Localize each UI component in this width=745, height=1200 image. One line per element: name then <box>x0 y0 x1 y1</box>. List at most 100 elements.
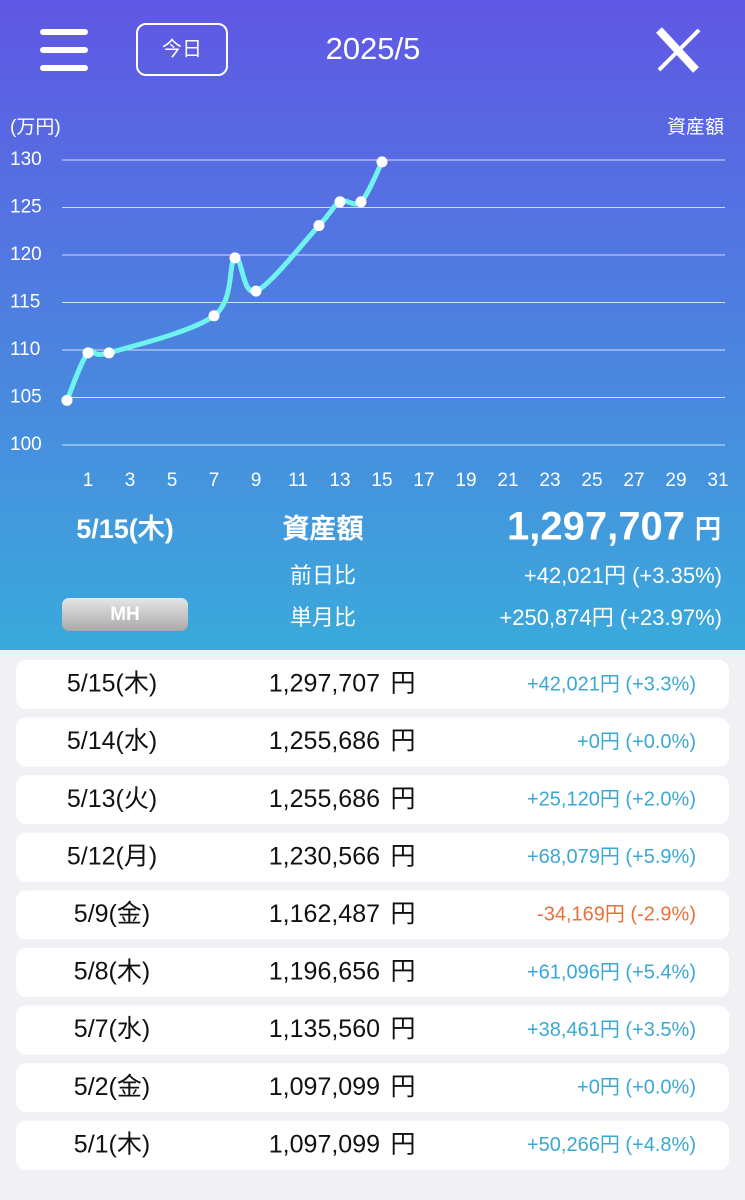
y-tick-label: 110 <box>10 339 40 360</box>
row-unit: 円 <box>390 1130 415 1158</box>
asset-line <box>64 159 385 403</box>
row-date: 5/9(金) <box>74 900 150 928</box>
data-point <box>103 347 115 359</box>
row-unit: 円 <box>390 670 415 698</box>
row-date: 5/15(木) <box>67 670 157 698</box>
x-tick-label: 1 <box>83 470 94 491</box>
row-change: +0円 (+0.0%) <box>577 731 696 753</box>
series-label: 資産額 <box>667 116 724 138</box>
x-share-button[interactable] <box>656 27 701 73</box>
row-date: 5/1(木) <box>74 1130 150 1158</box>
row-amount: 1,097,099 <box>269 1130 380 1158</box>
selected-date: 5/15(木) <box>76 514 174 544</box>
data-point <box>355 196 367 208</box>
x-tick-label: 5 <box>167 470 178 491</box>
row-amount: 1,162,487 <box>269 900 380 928</box>
data-point <box>82 347 94 359</box>
row-amount: 1,297,707 <box>269 670 380 698</box>
row-unit: 円 <box>390 900 415 928</box>
row-date: 5/7(水) <box>74 1015 150 1043</box>
history-row[interactable] <box>16 660 729 709</box>
x-tick-label: 11 <box>288 470 308 491</box>
history-list: 5/15(木) 1,297,707 円 +42,021円 (+3.3%) 5/14(水)… <box>16 660 729 1170</box>
summary-unit: 円 <box>695 514 721 544</box>
y-tick-label: 115 <box>10 292 40 313</box>
row-unit: 円 <box>390 842 415 870</box>
row-change: +68,079円 (+5.9%) <box>527 846 696 868</box>
row-amount: 1,097,099 <box>269 1073 380 1101</box>
data-point <box>334 196 346 208</box>
data-point <box>229 252 241 264</box>
history-row[interactable] <box>16 1005 729 1055</box>
diff-value: +42,021円 (+3.35%) <box>524 563 722 588</box>
data-point <box>250 285 262 297</box>
summary-label: 資産額 <box>283 513 364 544</box>
y-tick-label: 105 <box>10 387 42 408</box>
history-row[interactable] <box>16 832 729 882</box>
row-amount: 1,196,656 <box>269 958 380 986</box>
y-tick-label: 125 <box>10 197 42 218</box>
history-row[interactable] <box>16 1063 729 1113</box>
x-tick-label: 21 <box>497 470 518 491</box>
data-point <box>208 310 220 322</box>
row-date: 5/8(木) <box>74 958 150 986</box>
row-amount: 1,230,566 <box>269 842 380 870</box>
row-unit: 円 <box>390 1073 415 1101</box>
history-row[interactable] <box>16 717 729 767</box>
x-tick-label: 3 <box>125 470 136 491</box>
row-change: +50,266円 (+4.8%) <box>527 1134 696 1156</box>
x-tick-label: 31 <box>707 470 728 491</box>
row-date: 5/12(月) <box>67 842 157 870</box>
row-unit: 円 <box>390 785 415 813</box>
y-tick-label: 130 <box>10 149 42 170</box>
x-tick-label: 7 <box>209 470 220 491</box>
mh-button[interactable] <box>62 598 188 631</box>
y-tick-label: 120 <box>10 244 42 265</box>
row-amount: 1,135,560 <box>269 1015 380 1043</box>
mh-label: MH <box>110 604 140 625</box>
x-tick-label: 9 <box>251 470 262 491</box>
summary-amount: 1,297,707 <box>507 505 685 549</box>
row-change: -34,169円 (-2.9%) <box>537 904 696 926</box>
row-date: 5/14(水) <box>67 727 157 755</box>
top-panel <box>0 0 745 650</box>
y-tick-label: 100 <box>10 434 42 455</box>
data-point <box>376 156 388 168</box>
data-point <box>61 394 73 406</box>
data-point <box>313 220 325 232</box>
row-change: +25,120円 (+2.0%) <box>527 788 696 810</box>
today-label: 今日 <box>162 37 202 60</box>
diff-label: 単月比 <box>290 605 356 630</box>
today-button[interactable] <box>136 23 228 76</box>
diff-label: 前日比 <box>290 563 356 588</box>
row-change: +38,461円 (+3.5%) <box>527 1019 696 1041</box>
row-change: +42,021円 (+3.3%) <box>527 673 696 695</box>
row-unit: 円 <box>390 1015 415 1043</box>
x-tick-label: 25 <box>581 470 602 491</box>
x-tick-label: 23 <box>539 470 560 491</box>
history-row[interactable] <box>16 775 729 825</box>
row-amount: 1,255,686 <box>269 785 380 813</box>
history-row[interactable] <box>16 948 729 997</box>
row-change: +61,096円 (+5.4%) <box>527 961 696 983</box>
x-tick-label: 29 <box>665 470 686 491</box>
diff-value: +250,874円 (+23.97%) <box>499 605 722 630</box>
row-amount: 1,255,686 <box>269 727 380 755</box>
row-unit: 円 <box>390 727 415 755</box>
x-tick-label: 13 <box>329 470 350 491</box>
row-unit: 円 <box>390 958 415 986</box>
x-tick-label: 17 <box>413 470 434 491</box>
menu-button[interactable] <box>40 29 88 71</box>
row-date: 5/13(火) <box>67 785 157 813</box>
history-row[interactable] <box>16 890 729 940</box>
x-tick-label: 19 <box>455 470 476 491</box>
row-change: +0円 (+0.0%) <box>577 1076 696 1098</box>
y-axis-label: (万円) <box>10 117 61 138</box>
month-title: 2025/5 <box>326 31 421 66</box>
history-row[interactable] <box>16 1120 729 1170</box>
row-date: 5/2(金) <box>74 1073 150 1101</box>
x-tick-label: 27 <box>623 470 644 491</box>
